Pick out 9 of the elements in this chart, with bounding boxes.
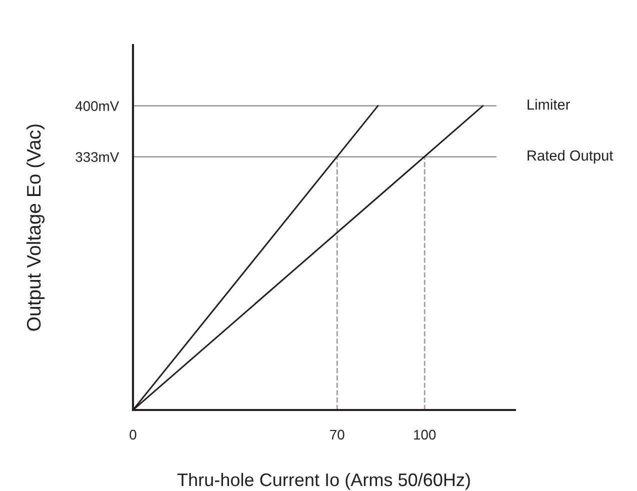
y-tick-label: 333mV xyxy=(76,152,120,162)
x-tick-label: 0 xyxy=(130,430,136,440)
y-tick-label: 400mV xyxy=(75,101,120,112)
x-tick-label: 100 xyxy=(414,430,436,440)
x-axis-title: Thru-hole Current Io (Arms 50/60Hz) xyxy=(177,472,470,490)
x-tick-label: 70 xyxy=(330,430,344,440)
ref-line-label: Rated Output xyxy=(528,150,614,164)
ref-line-label: Limiter xyxy=(528,99,570,110)
y-axis-title: Output Voltage Eo (Vac) xyxy=(26,124,45,331)
